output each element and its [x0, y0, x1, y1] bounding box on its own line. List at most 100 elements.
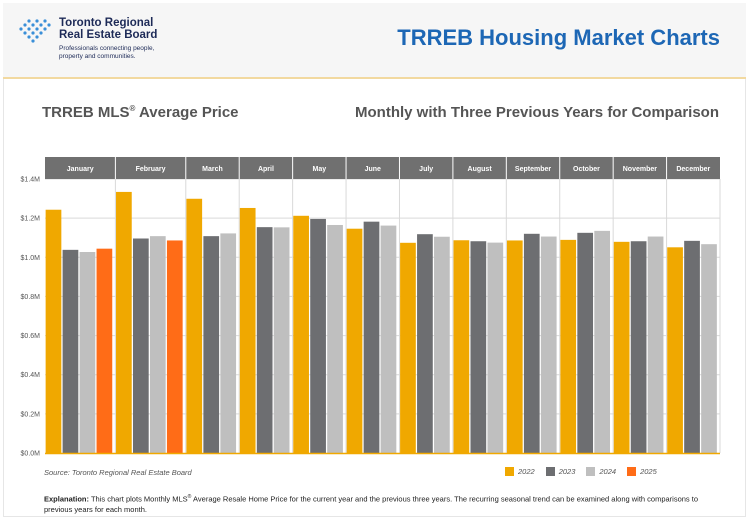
month-header	[45, 157, 116, 179]
bar-2022-september	[506, 240, 523, 453]
y-tick-label: $0.6M	[21, 333, 41, 340]
y-tick-label: $1.0M	[21, 255, 41, 262]
chart-subtitle: Monthly with Three Previous Years for Co…	[355, 104, 719, 121]
month-label: September	[515, 166, 551, 173]
month-header	[666, 157, 720, 179]
month-header	[346, 157, 400, 179]
month-label: December	[676, 166, 710, 173]
month-header	[613, 157, 667, 179]
bar-2023-september	[523, 233, 540, 453]
y-tick-label: $0.8M	[21, 294, 41, 301]
bar-2024-december	[701, 244, 717, 453]
legend-item-2024: 2024	[586, 465, 616, 477]
month-label: May	[313, 166, 327, 173]
bar-2024-january	[79, 252, 96, 453]
bar-2022-march	[186, 198, 203, 453]
legend-label: 2023	[558, 466, 576, 476]
bar-2024-march	[220, 233, 237, 453]
month-label: February	[136, 166, 166, 173]
y-tick-label: $0.2M	[21, 411, 41, 418]
chart-legend: 2022 2023 2024 2025	[505, 465, 657, 477]
y-tick-label: $1.4M	[21, 177, 41, 184]
legend-swatch	[545, 466, 555, 476]
bar-2022-november	[613, 241, 630, 453]
bar-2024-june	[380, 225, 397, 453]
explanation-label: Explanation:	[44, 494, 90, 504]
chart-title-reg: ®	[129, 104, 136, 113]
legend-swatch	[586, 466, 596, 476]
bar-2024-may	[327, 224, 343, 453]
legend-label: 2024	[599, 466, 617, 476]
chart-title: TRREB MLS® Average Price	[42, 104, 239, 121]
bar-2022-may	[293, 215, 309, 453]
legend-item-2022: 2022	[505, 465, 535, 477]
bar-2024-november	[647, 236, 664, 453]
month-header	[559, 157, 614, 179]
month-header	[399, 157, 453, 179]
month-header	[185, 157, 240, 179]
chart-title-rest: Average Price	[135, 104, 239, 121]
bar-2022-october	[560, 239, 577, 453]
header-bar: Toronto Regional Real Estate Board Profe…	[3, 3, 746, 79]
bar-2023-august	[470, 241, 487, 453]
month-label: June	[365, 166, 381, 173]
logo-tagline-line2: property and communities.	[59, 53, 136, 60]
bar-2024-september	[540, 236, 557, 453]
bar-2022-december	[667, 247, 683, 453]
month-label: August	[468, 166, 493, 173]
chart-title-main: TRREB MLS	[42, 104, 130, 121]
month-header	[506, 157, 560, 179]
logo-name-line1: Toronto Regional	[59, 17, 154, 29]
bar-2023-february	[132, 238, 149, 453]
month-label: January	[67, 166, 94, 173]
legend-label: 2022	[518, 466, 535, 476]
legend-swatch	[627, 466, 637, 476]
y-tick-label: $1.2M	[21, 216, 41, 223]
page-title: TRREB Housing Market Charts	[397, 25, 720, 50]
bar-2025-february	[166, 240, 183, 453]
logo-name: Toronto Regional Real Estate Board	[59, 17, 199, 41]
source-note: Source: Toronto Regional Real Estate Boa…	[44, 468, 192, 477]
bar-2023-december	[684, 240, 700, 453]
legend-label: 2025	[640, 466, 657, 476]
bar-2022-july	[400, 242, 416, 453]
bar-2023-june	[363, 221, 380, 453]
bar-2023-november	[630, 241, 647, 453]
explanation-reg: ®	[187, 494, 192, 500]
y-tick-label: $0.0M	[21, 451, 41, 458]
month-header	[239, 157, 293, 179]
explanation-part2: Average Resale Home Price for the curren…	[44, 494, 699, 514]
legend-item-2025: 2025	[627, 465, 657, 477]
bar-2022-january	[45, 209, 62, 453]
legend-item-2023: 2023	[545, 465, 576, 477]
bar-2024-february	[149, 236, 166, 453]
month-label: November	[623, 166, 658, 173]
bar-2024-april	[273, 227, 290, 453]
bar-2023-may	[310, 218, 326, 453]
bar-2024-october	[594, 230, 611, 453]
bar-2025-january	[96, 248, 113, 453]
explanation-part1: This chart plots Monthly MLS	[89, 494, 188, 504]
chart-panel	[3, 79, 746, 517]
month-header	[452, 157, 507, 179]
month-label: April	[258, 166, 274, 173]
month-label: March	[202, 166, 223, 173]
bar-2024-july	[434, 236, 450, 453]
legend-swatch	[505, 466, 514, 476]
bar-2023-march	[203, 236, 220, 453]
month-header	[115, 157, 186, 179]
logo-dots-icon	[19, 19, 51, 43]
logo-name-line2: Real Estate Board	[59, 29, 158, 41]
logo-tagline-line1: Professionals connecting people,	[59, 45, 155, 52]
explanation-text: Explanation: This chart plots Monthly ML…	[44, 492, 724, 515]
bar-2022-august	[453, 240, 470, 453]
logo-tagline: Professionals connecting people, propert…	[59, 45, 199, 61]
bar-2023-january	[62, 249, 79, 453]
bar-2023-october	[577, 232, 594, 453]
trreb-logo[interactable]: Toronto Regional Real Estate Board Profe…	[15, 13, 205, 69]
bar-2024-august	[487, 242, 504, 453]
y-tick-label: $0.4M	[21, 372, 41, 379]
month-header	[292, 157, 347, 179]
